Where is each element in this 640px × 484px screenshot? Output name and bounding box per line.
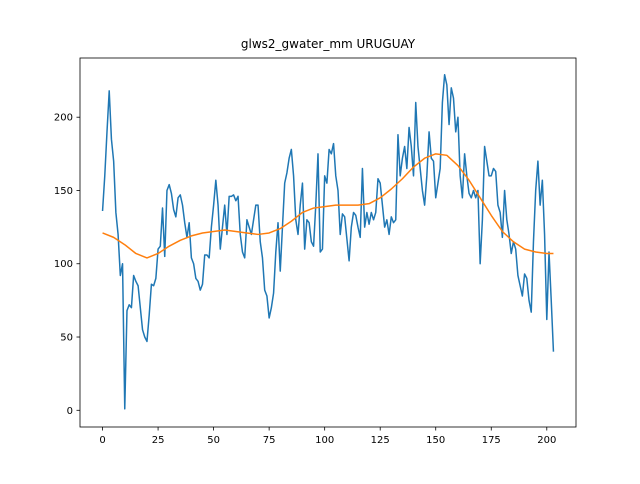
x-tick-label: 100 [315,435,334,446]
y-tick-label: 50 [60,333,73,344]
x-tick-label: 0 [99,435,105,446]
y-tick-label: 0 [67,406,73,417]
y-tick-label: 200 [54,113,73,124]
data-line [101,73,555,410]
x-tick-label: 175 [482,435,501,446]
x-tick-label: 200 [537,435,556,446]
x-tick-label: 125 [371,435,390,446]
y-tick-label: 100 [54,259,73,270]
data-line [102,153,554,259]
chart-title: glws2_gwater_mm URUGUAY [241,37,416,51]
x-tick-label: 50 [207,435,220,446]
y-tick-label: 150 [54,186,73,197]
plot-frame [79,57,577,428]
x-tick-label: 75 [263,435,276,446]
x-tick-label: 150 [426,435,445,446]
x-tick-label: 25 [152,435,165,446]
